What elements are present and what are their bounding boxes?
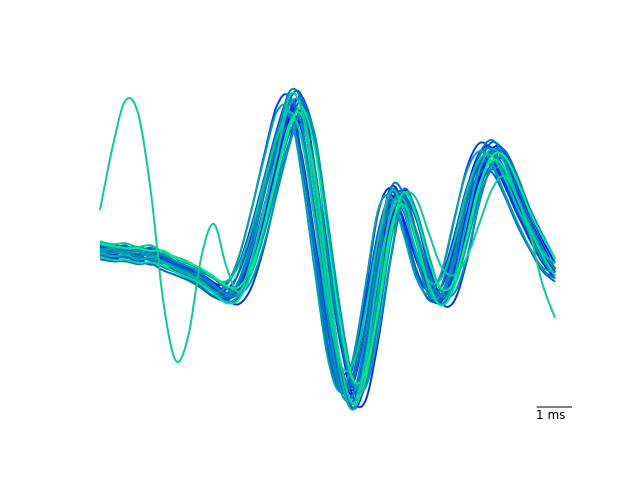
traces-group [99,87,556,411]
trace-line-20 [99,103,556,393]
trace-line-13 [99,124,556,393]
trace-line-19 [99,109,556,393]
scale-bar-label: 1 ms [536,408,566,422]
trace-line-24 [99,106,556,385]
trace-line-outlier [99,91,556,405]
trace-line-21 [99,97,556,411]
